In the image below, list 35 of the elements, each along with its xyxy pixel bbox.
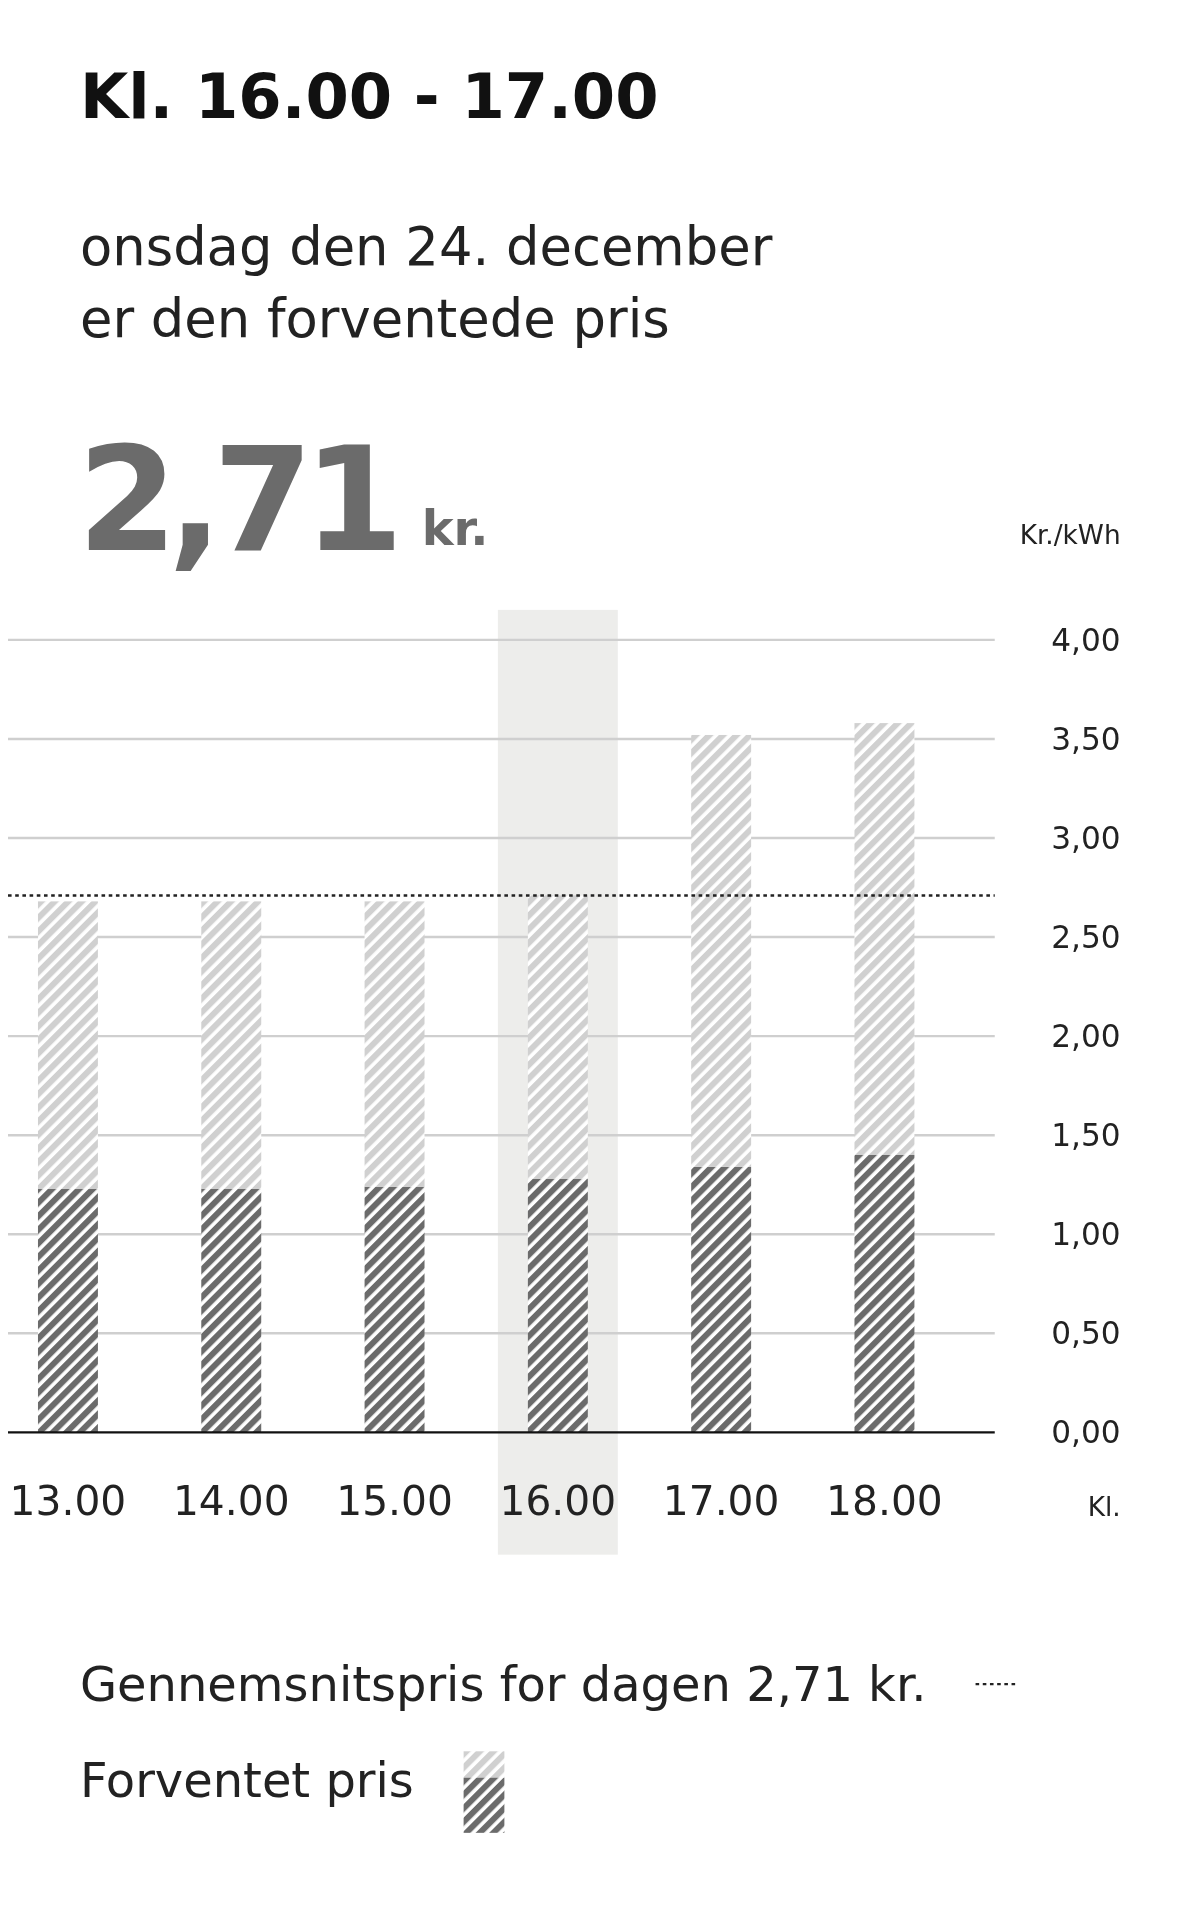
bar [364,901,425,1187]
chart-title: Kl. 16.00 - 17.00 [79,60,659,134]
x-tick-label: 15.00 [336,1477,453,1526]
bar [691,1166,752,1433]
x-tick-label: 18.00 [826,1477,943,1526]
y-tick-label: 3,00 [1051,819,1121,856]
y-tick-label: 4,00 [1051,621,1121,658]
y-tick-label: 2,50 [1051,918,1121,955]
bar [37,1188,98,1433]
y-tick-label: 3,50 [1051,720,1121,757]
x-axis-title: Kl. [1087,1492,1121,1523]
bar [691,734,752,1167]
x-tick-label: 17.00 [662,1477,780,1526]
chart-subtitle: onsdag den 24. december er den forventede pris [79,215,773,349]
y-axis-title: Kr./kWh [1019,519,1121,550]
legend-label: Gennemsnitspris for dagen 2,71 kr. [79,1655,927,1712]
y-tick-label: 2,00 [1051,1018,1121,1055]
bar [364,1186,425,1433]
x-tick-label: 16.00 [499,1477,617,1526]
y-tick-label: 1,50 [1051,1117,1121,1154]
bar [527,1178,588,1433]
y-tick-label: 0,00 [1051,1414,1121,1451]
y-tick-label: 0,50 [1051,1315,1121,1352]
x-tick-label: 14.00 [172,1477,290,1526]
bar [37,901,98,1189]
bar [854,1155,915,1433]
legend-label: Forventet pris [79,1751,414,1808]
bar [201,901,262,1189]
x-tick-label: 13.00 [9,1477,127,1526]
bar [201,1188,262,1433]
bar [527,895,588,1179]
bar [854,723,915,1155]
text: 2,71 [77,415,395,584]
text: kr. [421,500,489,557]
y-tick-label: 1,00 [1051,1216,1121,1253]
